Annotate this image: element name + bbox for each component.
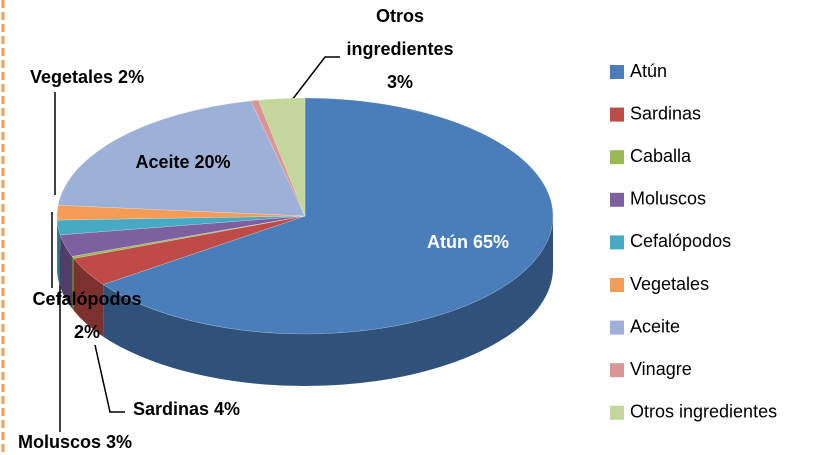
legend-swatch — [610, 65, 624, 79]
legend-swatch — [610, 235, 624, 250]
leader-line — [291, 56, 340, 101]
pie-tops — [56, 97, 554, 335]
pie-slice — [102, 97, 554, 335]
legend: Atún Sardinas Caballa Moluscos Cefalópodos Ve… — [610, 61, 777, 422]
legend-swatch — [610, 278, 624, 292]
legend-swatch — [610, 192, 624, 207]
data-label: Vegetales 2% — [30, 67, 144, 87]
pie-slice-side — [60, 234, 72, 309]
pie-sides — [57, 216, 553, 387]
legend-label: Atún — [630, 61, 667, 81]
legend-swatch — [610, 107, 624, 122]
pie-slice — [56, 215, 306, 236]
legend-label: Otros ingredientes — [630, 402, 777, 422]
data-label: Moluscos 3% — [18, 432, 132, 452]
data-label: Sardinas 4% — [133, 399, 240, 419]
pie-slice-side — [71, 256, 74, 311]
pie-slice — [57, 100, 306, 217]
legend-label: Vegetales — [630, 274, 709, 294]
pie-slice-side — [57, 220, 61, 287]
pie-slice-side — [73, 258, 104, 337]
pie-slice — [56, 204, 306, 221]
legend-label: Moluscos — [630, 189, 706, 209]
legend-label: Vinagre — [630, 359, 692, 379]
pie-slice — [258, 97, 306, 217]
legend-swatch — [610, 320, 624, 335]
legend-swatch — [610, 150, 624, 165]
data-label: Aceite 20% — [135, 152, 230, 172]
legend-label: Caballa — [630, 146, 692, 166]
data-label: Cefalópodos 2% — [32, 289, 141, 342]
data-labels: Atún 65% Sardinas 4%Moluscos 3% Cefalópodo… — [18, 6, 509, 452]
pie-slice — [250, 99, 306, 217]
legend-label: Cefalópodos — [630, 231, 731, 251]
legend-label: Aceite — [630, 316, 680, 336]
legend-label: Sardinas — [630, 103, 701, 123]
data-label: Otros ingredientes 3% — [346, 6, 453, 92]
pie-slice — [59, 215, 306, 257]
pie-slice — [73, 215, 306, 285]
leader-line — [94, 344, 125, 413]
pie-slice — [71, 215, 306, 259]
legend-swatch — [610, 363, 624, 378]
legend-swatch — [610, 405, 624, 420]
data-label: Atún 65% — [427, 232, 509, 252]
pie-slice-side — [103, 216, 553, 387]
